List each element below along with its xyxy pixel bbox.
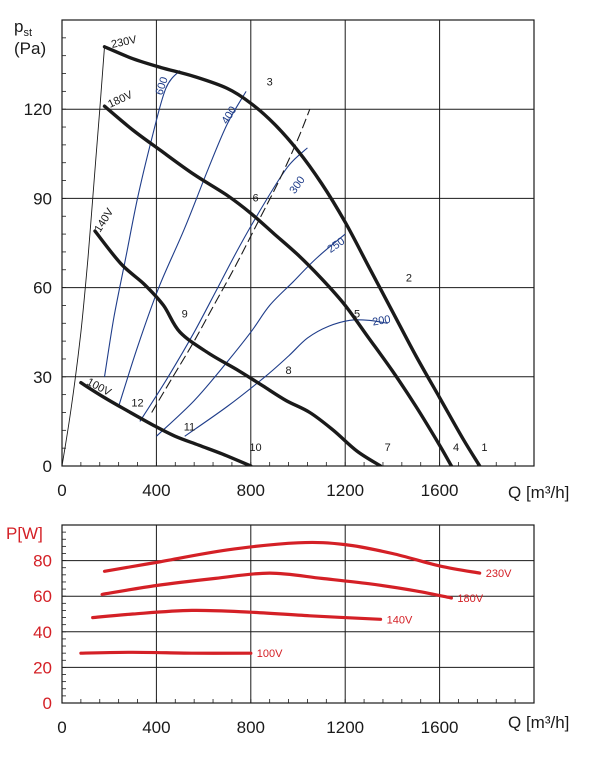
power-y-ticks: 0 20 40 60 80 [33, 552, 52, 713]
power-curve-140V [91, 608, 383, 621]
power-chart: 0 400 800 1200 1600 0 20 40 60 80 230V 180V 140V 10… [6, 524, 569, 737]
point-label-2: 2 [406, 273, 412, 285]
left-boundary-line [62, 46, 105, 466]
point-label-4: 4 [453, 442, 459, 454]
power-x-tick-label: 1600 [421, 718, 459, 737]
point-label-10: 10 [249, 442, 261, 454]
pressure-curve-label-140V: 140V [92, 206, 116, 235]
pressure-x-tick-label: 0 [57, 481, 66, 500]
system-curve-label-250: 250 [325, 235, 347, 255]
system-curve-250 [156, 233, 346, 437]
point-label-9: 9 [182, 308, 188, 320]
power-curve-label-230V: 230V [486, 568, 512, 580]
point-label-11: 11 [184, 421, 195, 433]
dashed-curve [151, 108, 311, 413]
point-label-3: 3 [267, 76, 273, 88]
pressure-curve-label-180V: 180V [106, 89, 135, 111]
power-x-tick-label: 800 [237, 718, 265, 737]
point-label-7: 7 [385, 442, 391, 454]
power-plot-frame [61, 524, 535, 704]
pressure-curve-180V [102, 104, 454, 466]
pressure-y-label: pst [14, 17, 32, 39]
power-y-label: P[W] [6, 524, 43, 543]
pressure-curve-100V [79, 381, 253, 466]
pressure-grid [61, 19, 535, 467]
pressure-curve-140V [93, 229, 383, 466]
dashed-curve-line [151, 108, 311, 413]
pressure-x-tick-label: 1200 [326, 481, 364, 500]
pressure-y-tick-label: 120 [24, 100, 52, 119]
power-x-tick-label: 1200 [326, 718, 364, 737]
power-curve-label-100V: 100V [257, 648, 283, 660]
power-curve-230V [102, 540, 482, 575]
pressure-x-tick-label: 800 [237, 481, 265, 500]
pressure-y-tick-label: 30 [33, 368, 52, 387]
pressure-curve-230V [102, 45, 482, 466]
power-y-tick-label: 40 [33, 623, 52, 642]
power-x-tick-label: 0 [57, 718, 66, 737]
pressure-y-tick-label: 60 [33, 279, 52, 298]
power-y-tick-label: 80 [33, 552, 52, 571]
pressure-plot-frame [61, 19, 535, 467]
system-curves [103, 70, 388, 437]
power-x-ticks: 0 400 800 1200 1600 [57, 718, 458, 737]
power-curve-label-140V: 140V [387, 614, 413, 626]
system-curve-label-300: 300 [287, 174, 307, 196]
pressure-y-ticks: 0 30 60 90 120 [24, 100, 52, 476]
pressure-x-label: Q [m³/h] [508, 483, 569, 502]
pressure-x-ticks: 0 400 800 1200 1600 [57, 481, 458, 500]
pressure-x-tick-label: 1600 [421, 481, 459, 500]
system-curve-300 [139, 147, 308, 422]
power-y-tick-label: 0 [43, 694, 52, 713]
system-curve-600 [103, 70, 181, 377]
system-curve-label-600: 600 [154, 75, 171, 96]
power-x-label: Q [m³/h] [508, 713, 569, 732]
point-label-6: 6 [252, 192, 258, 204]
power-series-labels: 230V 180V 140V 100V [257, 568, 512, 660]
system-curve-label-200: 200 [371, 314, 391, 329]
pressure-y-tick-label: 0 [43, 457, 52, 476]
left-boundary-curve [62, 46, 105, 466]
point-label-5: 5 [354, 308, 360, 320]
pressure-y-unit: (Pa) [14, 39, 46, 58]
pressure-series [79, 45, 482, 466]
power-curve-label-180V: 180V [457, 593, 483, 605]
system-curve-200 [184, 319, 388, 437]
power-grid [61, 524, 535, 704]
pressure-curve-label-230V: 230V [110, 34, 138, 51]
pressure-y-tick-label: 90 [33, 189, 52, 208]
power-curve-180V [100, 571, 453, 600]
point-label-8: 8 [285, 365, 291, 377]
power-y-tick-label: 20 [33, 658, 52, 677]
pressure-x-tick-label: 400 [142, 481, 170, 500]
power-minor-ticks [61, 524, 535, 704]
power-series [79, 540, 482, 655]
power-x-tick-label: 400 [142, 718, 170, 737]
point-label-1: 1 [481, 442, 487, 454]
power-curve-100V [79, 650, 253, 655]
system-curve-400 [118, 91, 247, 407]
power-y-tick-label: 60 [33, 587, 52, 606]
point-label-12: 12 [131, 398, 143, 410]
